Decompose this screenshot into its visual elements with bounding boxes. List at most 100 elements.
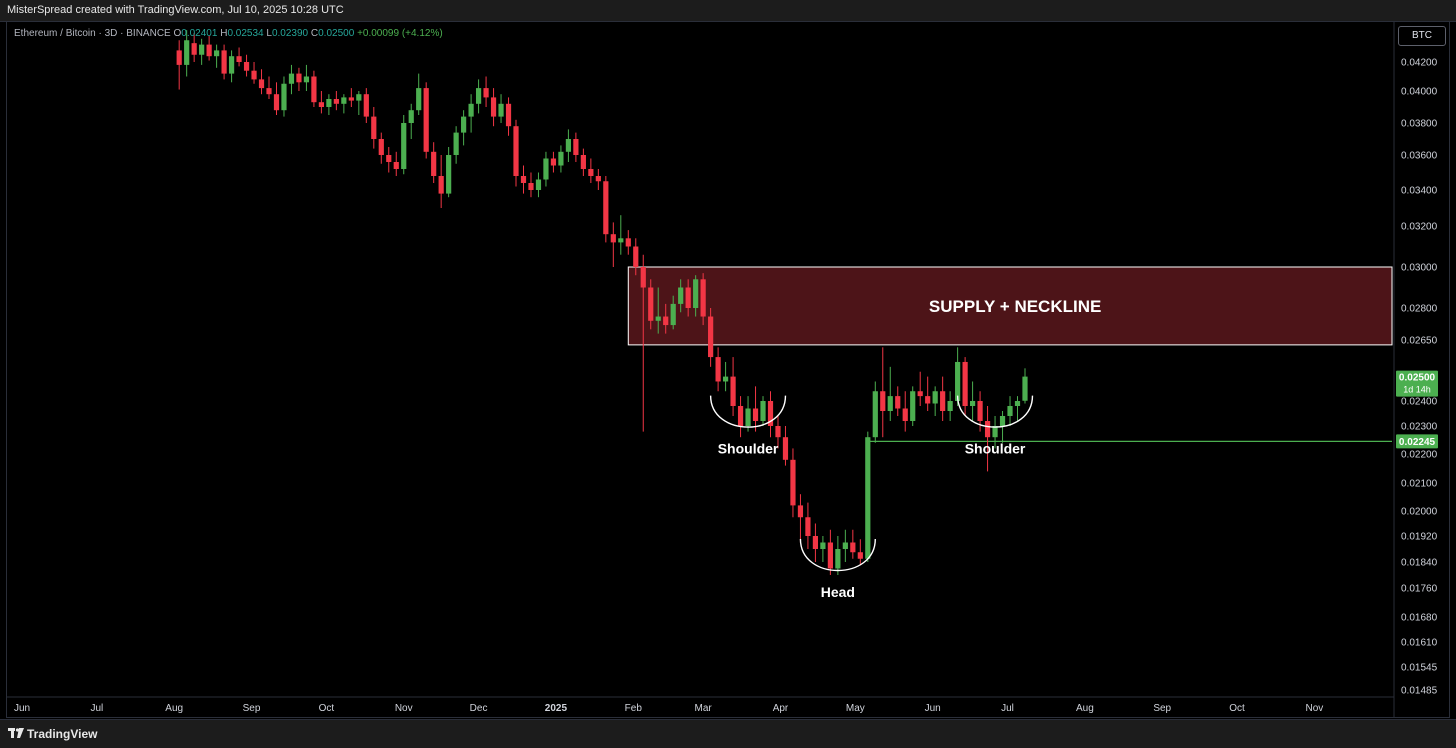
candle-body — [910, 391, 916, 421]
candle-body — [520, 176, 527, 183]
candle-body — [258, 79, 265, 89]
candle-body — [206, 44, 212, 57]
currency-button[interactable]: BTC — [1398, 26, 1446, 46]
y-tick-label: 0.01760 — [1401, 584, 1438, 595]
pattern-label: Head — [821, 584, 855, 600]
candle-body — [288, 73, 295, 84]
pattern-arc — [799, 538, 876, 572]
low-value: 0.02390 — [271, 28, 309, 39]
y-tick-label: 0.04200 — [1401, 58, 1438, 69]
candle-body — [191, 43, 197, 55]
candle-body — [505, 103, 512, 127]
candle-body — [1007, 406, 1013, 416]
candle-body — [356, 94, 362, 101]
candle-body — [625, 238, 631, 247]
x-tick-label: May — [846, 703, 865, 714]
candle-body — [730, 376, 736, 406]
x-tick-label: Jul — [1001, 703, 1014, 714]
y-tick-label: 0.04000 — [1401, 87, 1438, 98]
high-label: H — [220, 28, 228, 39]
tradingview-logo-icon — [8, 728, 24, 738]
y-tick-label: 0.01545 — [1401, 663, 1438, 674]
candle-body — [947, 401, 953, 411]
candle-body — [386, 155, 392, 162]
candle-body — [595, 176, 601, 182]
candle-body — [416, 88, 422, 111]
candle-body — [670, 303, 676, 326]
candle-body — [767, 401, 774, 426]
candle-body — [236, 56, 242, 62]
candle-body — [461, 116, 467, 133]
candle-body — [296, 73, 302, 83]
candle-body — [251, 70, 257, 80]
candle-body — [490, 97, 497, 117]
candle-body — [700, 279, 706, 317]
last-price-badge — [1396, 370, 1438, 397]
y-tick-label: 0.01920 — [1401, 532, 1438, 543]
support-price-value: 0.02245 — [1399, 437, 1436, 448]
candle-body — [565, 139, 572, 152]
candle-body — [805, 517, 811, 536]
candle-body — [865, 437, 871, 559]
candle-body — [640, 267, 646, 288]
candle-body — [902, 408, 908, 421]
candle-body — [228, 56, 235, 74]
candle-body — [214, 50, 220, 57]
x-tick-label: Jun — [14, 703, 30, 714]
candle-body — [528, 183, 534, 190]
low-label: L — [266, 28, 272, 39]
candle-body — [468, 103, 474, 117]
candle-body — [917, 391, 923, 397]
zone-label: SUPPLY + NECKLINE — [929, 297, 1101, 316]
candle-body — [872, 391, 878, 438]
candle-body — [977, 401, 983, 421]
close-value: 0.02500 — [318, 28, 355, 39]
candle-body — [827, 542, 833, 569]
candle-body — [708, 316, 714, 358]
x-tick-label: Nov — [1306, 703, 1324, 714]
candle-body — [588, 169, 594, 176]
candle-body — [184, 40, 190, 65]
y-tick-label: 0.02300 — [1401, 422, 1438, 433]
candle-body — [221, 50, 227, 74]
x-tick-label: Jul — [90, 703, 103, 714]
candle-body — [999, 416, 1006, 426]
candle-body — [752, 408, 759, 421]
candle-body — [446, 155, 452, 194]
candle-body — [648, 287, 654, 321]
last-price-countdown: 1d 14h — [1403, 385, 1431, 395]
price-chart[interactable]: SUPPLY + NECKLINE Shoulder Head Shoulder 0.0… — [0, 0, 1456, 719]
candle-body — [940, 391, 946, 411]
candle-body — [348, 97, 354, 101]
y-tick-label: 0.02200 — [1401, 450, 1438, 461]
candle-body — [790, 459, 796, 506]
y-tick-label: 0.02100 — [1401, 479, 1438, 490]
x-tick-label: Aug — [1076, 703, 1094, 714]
candle-body — [550, 158, 557, 166]
author-credit: MisterSpread created with TradingView.co… — [7, 4, 344, 16]
high-value: 0.02534 — [227, 28, 264, 39]
open-value: 0.02401 — [181, 28, 218, 39]
candle-body — [797, 505, 804, 518]
candle-body — [955, 361, 961, 401]
x-tick-label: 2025 — [545, 703, 568, 714]
candle-body — [678, 287, 684, 304]
pattern-label: Shoulder — [718, 441, 779, 457]
footer-brand: TradingView — [27, 727, 98, 741]
candle-body — [333, 99, 339, 104]
y-tick-label: 0.03000 — [1401, 263, 1438, 274]
candle-body — [857, 552, 863, 559]
candle-body — [176, 50, 182, 65]
candle-body — [880, 391, 886, 411]
candle-body — [715, 357, 721, 382]
candle-body — [1014, 401, 1021, 406]
candle-body — [737, 406, 744, 426]
y-tick-label: 0.03800 — [1401, 119, 1438, 130]
y-tick-label: 0.02800 — [1401, 304, 1438, 315]
candle-body — [887, 396, 893, 411]
close-label: C — [310, 28, 319, 39]
open-label: O — [173, 28, 182, 39]
candle-body — [453, 132, 459, 155]
y-tick-label: 0.01485 — [1401, 686, 1438, 697]
chart-frame — [6, 21, 1450, 718]
